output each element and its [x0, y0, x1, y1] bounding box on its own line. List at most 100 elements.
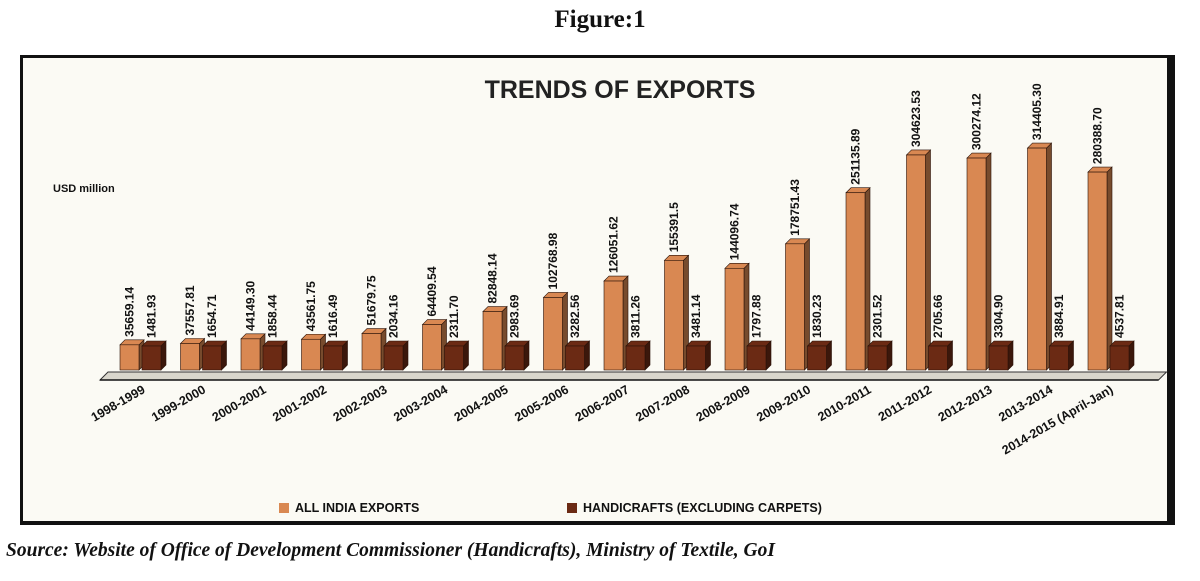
bar-all-india-exports [482, 311, 503, 371]
data-label-all-india-exports: 37557.81 [183, 285, 197, 335]
bar-all-india-exports [301, 338, 321, 371]
x-tick-label: 1999-2000 [149, 382, 208, 424]
x-tick-label: 2010-2011 [815, 382, 873, 424]
bar-all-india-exports [361, 333, 382, 371]
bar-handicrafts [988, 345, 1009, 371]
bar-side-all-india-exports [925, 149, 931, 371]
chart-title: TRENDS OF EXPORTS [485, 76, 756, 104]
x-tick-label: 1998-1999 [89, 382, 148, 424]
x-tick-label: 2007-2008 [633, 382, 692, 424]
data-label-handicrafts: 1858.44 [266, 294, 280, 338]
data-label-handicrafts: 4537.81 [1113, 294, 1127, 338]
data-label-handicrafts: 2301.52 [871, 294, 885, 338]
legend-swatch-handicrafts [567, 503, 577, 513]
legend-item-all-india-exports: ALL INDIA EXPORTS [279, 501, 419, 515]
source-note: Source: Website of Office of Development… [6, 540, 775, 561]
x-tick-label: 2005-2006 [512, 382, 571, 424]
bar-side-all-india-exports [864, 187, 871, 371]
bar-all-india-exports [603, 280, 624, 371]
data-label-handicrafts: 2034.16 [387, 294, 401, 338]
bar-handicrafts [444, 345, 464, 371]
data-label-handicrafts: 2311.70 [447, 295, 461, 338]
data-label-handicrafts: 3481.14 [689, 294, 703, 338]
data-label-all-india-exports: 155391.5 [667, 202, 681, 252]
x-tick-label: 2003-2004 [391, 382, 450, 424]
data-label-handicrafts: 1616.49 [326, 294, 340, 338]
y-axis-label: USD million [53, 183, 115, 195]
x-tick-label: 2008-2009 [694, 382, 753, 424]
data-label-handicrafts: 1797.88 [750, 294, 764, 338]
bar-handicrafts [504, 345, 525, 371]
legend-item-handicrafts: HANDICRAFTS (EXCLUDING CARPETS) [567, 501, 822, 515]
data-label-handicrafts: 3884.91 [1052, 294, 1066, 338]
bar-handicrafts [1049, 345, 1069, 371]
bar-handicrafts [141, 345, 162, 371]
x-tick-label: 2011-2012 [876, 382, 934, 424]
legend-label-handicrafts: HANDICRAFTS (EXCLUDING CARPETS) [583, 501, 822, 515]
x-tick-label: 2012-2013 [936, 382, 995, 424]
bar-all-india-exports [664, 260, 684, 371]
bar-all-india-exports [180, 343, 200, 371]
bar-all-india-exports [1087, 171, 1108, 371]
bar-handicrafts [686, 345, 706, 371]
bar-all-india-exports [845, 192, 866, 371]
data-label-handicrafts: 3282.56 [568, 294, 582, 338]
bar-handicrafts [202, 345, 222, 371]
data-label-all-india-exports: 144096.74 [728, 203, 742, 260]
bar-all-india-exports [906, 154, 926, 371]
data-label-all-india-exports: 178751.43 [788, 179, 802, 236]
bar-all-india-exports [966, 157, 987, 371]
data-label-handicrafts: 2705.66 [931, 294, 945, 338]
bar-handicrafts [383, 345, 404, 371]
data-label-all-india-exports: 51679.75 [365, 275, 379, 325]
plot-area: 35659.14 1481.93 1998-1999 37557.81 1654.71 1… [89, 83, 1168, 457]
data-label-all-india-exports: 314405.30 [1030, 83, 1044, 140]
bar-side-all-india-exports [1046, 142, 1052, 371]
x-tick-label: 2001-2002 [270, 382, 329, 424]
x-tick-label: 2014-2015 (April-Jan) [1000, 382, 1116, 457]
bar-all-india-exports [1027, 147, 1047, 371]
bar-handicrafts [867, 345, 888, 371]
bar-handicrafts [262, 345, 283, 371]
trends-of-exports-chart: TRENDS OF EXPORTS USD million 35659.14 14… [53, 76, 1168, 457]
bar-all-india-exports [724, 267, 745, 371]
x-tick-label: 2000-2001 [210, 382, 269, 424]
data-label-handicrafts: 2983.69 [508, 294, 522, 338]
data-label-handicrafts: 1654.71 [205, 294, 219, 338]
data-label-all-india-exports: 82848.14 [486, 253, 500, 303]
bar-all-india-exports [240, 338, 261, 371]
bar-handicrafts [807, 345, 827, 371]
legend-swatch-all-india [279, 503, 289, 513]
legend-label-all-india: ALL INDIA EXPORTS [295, 501, 420, 515]
bar-side-all-india-exports [1106, 166, 1113, 371]
bar-handicrafts [323, 345, 343, 371]
data-label-handicrafts: 1481.93 [145, 294, 159, 338]
data-label-handicrafts: 1830.23 [810, 294, 824, 338]
data-label-all-india-exports: 64409.54 [425, 266, 439, 316]
bar-handicrafts [1109, 345, 1130, 371]
bar-all-india-exports [785, 243, 805, 371]
bar-handicrafts [928, 345, 948, 371]
bar-all-india-exports [543, 297, 563, 371]
bar-handicrafts [565, 345, 585, 371]
bar-side-all-india-exports [985, 152, 992, 371]
x-tick-label: 2006-2007 [573, 382, 632, 424]
x-tick-label: 2002-2003 [331, 382, 390, 424]
data-label-all-india-exports: 251135.89 [849, 128, 863, 184]
bar-all-india-exports [422, 324, 442, 371]
data-label-handicrafts: 3811.26 [629, 295, 643, 338]
data-label-all-india-exports: 280388.70 [1091, 107, 1105, 164]
bar-handicrafts [625, 345, 646, 371]
data-label-all-india-exports: 300274.12 [970, 93, 984, 150]
x-tick-label: 2009-2010 [754, 382, 813, 424]
bar-all-india-exports [119, 344, 140, 371]
x-tick-label: 2004-2005 [452, 382, 511, 424]
data-label-all-india-exports: 304623.53 [909, 90, 923, 147]
data-label-handicrafts: 3304.90 [992, 294, 1006, 338]
figure-caption: Figure:1 [554, 6, 646, 33]
data-label-all-india-exports: 44149.30 [244, 280, 258, 330]
data-label-all-india-exports: 102768.98 [546, 232, 560, 289]
data-label-all-india-exports: 126051.62 [607, 216, 621, 273]
data-label-all-india-exports: 43561.75 [304, 281, 318, 331]
chart-floor [98, 371, 1168, 381]
